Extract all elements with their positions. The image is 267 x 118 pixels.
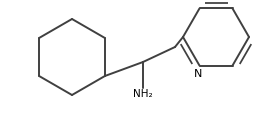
Text: NH₂: NH₂: [133, 89, 153, 99]
Text: N: N: [194, 69, 203, 79]
